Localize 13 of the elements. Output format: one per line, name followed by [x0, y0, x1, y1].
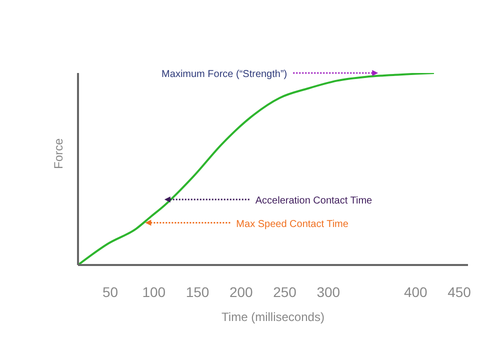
annotation: Acceleration Contact Time: [255, 195, 373, 206]
x-tick-label: 150: [186, 284, 210, 300]
x-axis-title: Time (milliseconds): [222, 310, 324, 324]
x-tick-label: 250: [273, 284, 297, 300]
annotation: Maximum Force (“Strength”): [162, 69, 288, 80]
x-tick-label: 100: [142, 284, 166, 300]
y-axis-title: Force: [51, 138, 66, 169]
x-tick-label: 50: [102, 284, 118, 300]
x-tick-label: 400: [404, 284, 428, 300]
annotation: Max Speed Contact Time: [236, 218, 349, 230]
x-tick-label: 300: [316, 284, 340, 300]
x-tick-label: 200: [229, 284, 254, 300]
x-tick-label: 450: [448, 284, 472, 300]
